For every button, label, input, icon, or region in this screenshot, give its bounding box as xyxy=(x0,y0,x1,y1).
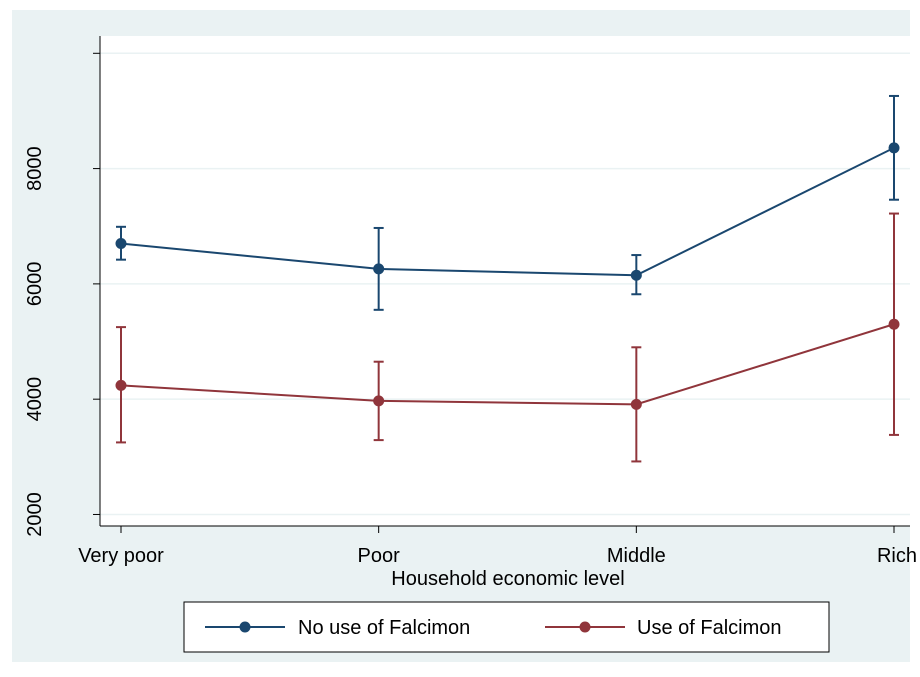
y-tick-label: 6000 xyxy=(24,262,46,307)
legend-box xyxy=(183,601,830,653)
data-point xyxy=(373,263,385,275)
legend: No use of Falcimon Use of Falcimon xyxy=(183,601,830,653)
y-tick-label: 8000 xyxy=(24,146,46,191)
data-point xyxy=(888,318,900,330)
series-line xyxy=(120,323,895,406)
x-tick-label: Poor xyxy=(358,545,401,567)
x-tick-label: Rich xyxy=(877,545,917,567)
y-tick-label: 4000 xyxy=(24,377,46,422)
axes: 2000 4000 6000 8000 Very poor Poor Middle Rich xyxy=(24,36,917,567)
gridlines xyxy=(100,52,910,516)
data-point xyxy=(115,379,127,391)
series-line xyxy=(120,146,895,277)
x-tick-label: Middle xyxy=(607,545,666,567)
x-tick-label: Very poor xyxy=(78,545,164,567)
series-2 xyxy=(115,212,900,463)
legend-label: Use of Falcimon xyxy=(637,617,782,639)
series xyxy=(115,94,900,463)
x-axis-title: Household economic level xyxy=(391,568,624,590)
y-tick-label: 2000 xyxy=(24,492,46,537)
legend-swatch-marker xyxy=(239,621,251,633)
legend-label: No use of Falcimon xyxy=(298,617,470,639)
data-point xyxy=(373,395,385,407)
data-point xyxy=(115,238,127,250)
data-point xyxy=(630,398,642,410)
data-point xyxy=(888,142,900,154)
data-point xyxy=(630,269,642,281)
series-1 xyxy=(115,94,900,311)
plot-area xyxy=(100,36,910,526)
legend-swatch-marker xyxy=(579,621,591,633)
